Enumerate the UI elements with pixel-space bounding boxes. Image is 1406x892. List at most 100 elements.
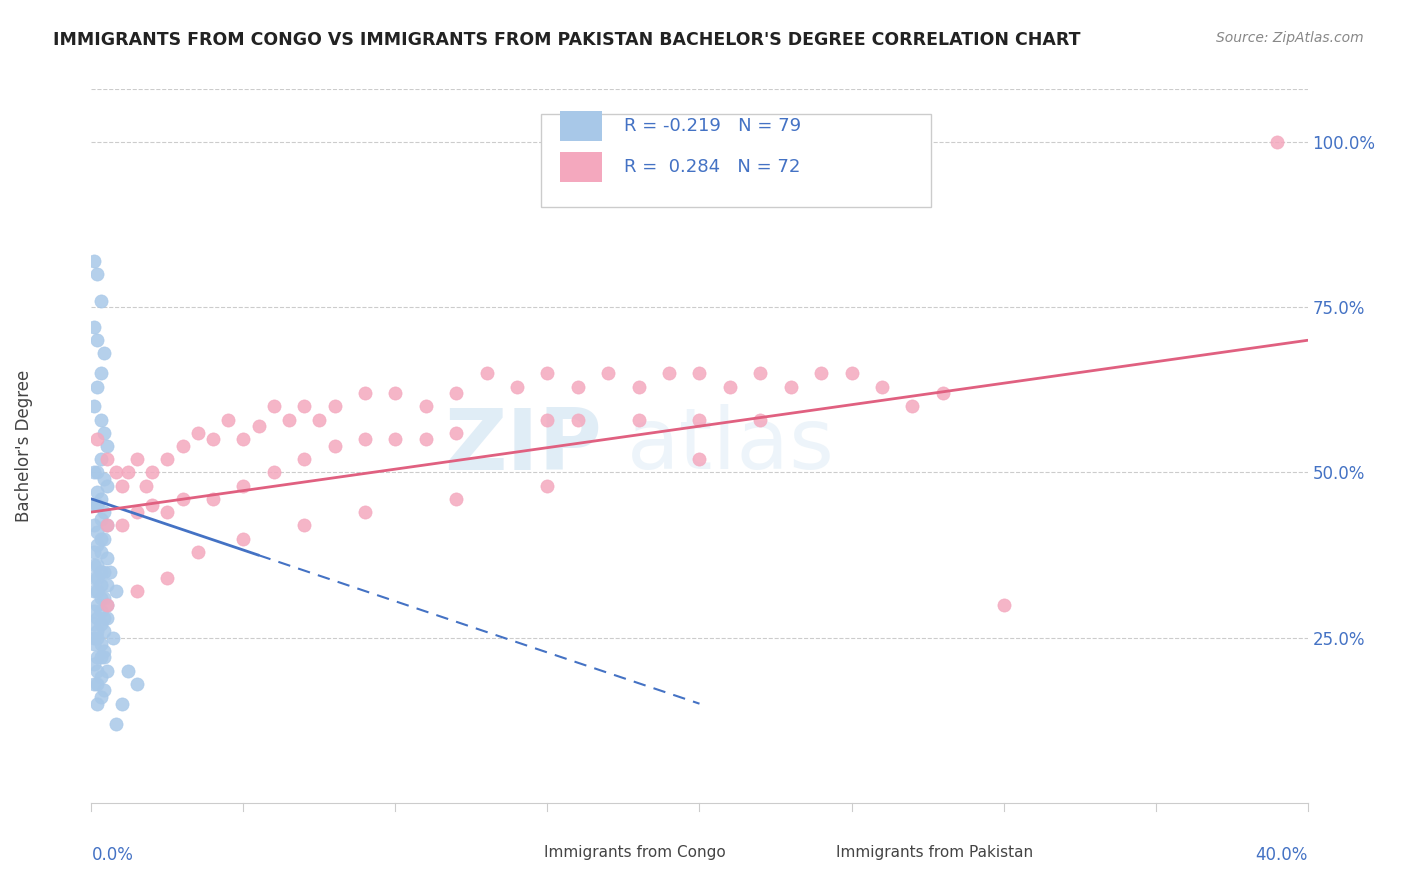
Point xyxy=(627,379,650,393)
Point xyxy=(156,571,179,585)
Point xyxy=(688,367,710,381)
Text: ZIP: ZIP xyxy=(444,404,602,488)
Point xyxy=(86,538,108,552)
Point xyxy=(96,611,118,625)
Point xyxy=(89,511,111,525)
Point xyxy=(111,518,134,533)
Point xyxy=(749,367,772,381)
Point xyxy=(658,367,681,381)
Point xyxy=(263,466,285,480)
Point xyxy=(187,545,209,559)
Point xyxy=(810,367,832,381)
Point xyxy=(125,584,148,599)
Point xyxy=(217,412,239,426)
Point xyxy=(567,412,589,426)
Point xyxy=(96,664,118,678)
Point xyxy=(384,433,406,447)
Bar xyxy=(492,842,529,863)
Point xyxy=(536,478,558,492)
Point xyxy=(111,478,134,492)
Point xyxy=(86,650,108,665)
Point xyxy=(93,505,115,519)
Point xyxy=(841,367,863,381)
Point xyxy=(83,604,105,618)
Point xyxy=(125,505,148,519)
Point xyxy=(86,558,108,572)
Point xyxy=(93,425,115,440)
Point xyxy=(86,631,108,645)
Point xyxy=(232,478,254,492)
Point xyxy=(83,558,105,572)
Text: Source: ZipAtlas.com: Source: ZipAtlas.com xyxy=(1216,31,1364,45)
Point xyxy=(86,499,108,513)
Point xyxy=(125,452,148,467)
Point xyxy=(202,433,225,447)
Point xyxy=(86,466,108,480)
Point xyxy=(384,386,406,401)
Point xyxy=(567,379,589,393)
Point xyxy=(354,505,377,519)
Point xyxy=(83,254,105,268)
Point xyxy=(292,518,315,533)
Point xyxy=(444,386,467,401)
Point xyxy=(86,697,108,711)
Point xyxy=(1265,135,1288,149)
Point xyxy=(89,367,111,381)
Point xyxy=(86,611,108,625)
Point xyxy=(93,532,115,546)
Point xyxy=(89,491,111,506)
Point xyxy=(627,412,650,426)
Point xyxy=(83,499,105,513)
Point xyxy=(101,631,124,645)
Point xyxy=(111,697,134,711)
Point xyxy=(475,367,498,381)
Text: Immigrants from Congo: Immigrants from Congo xyxy=(544,846,725,860)
Text: 0.0%: 0.0% xyxy=(91,846,134,863)
Point xyxy=(117,664,139,678)
Point xyxy=(83,545,105,559)
Point xyxy=(89,452,111,467)
Point xyxy=(89,578,111,592)
Point xyxy=(83,466,105,480)
Text: R = -0.219   N = 79: R = -0.219 N = 79 xyxy=(624,118,801,136)
Point xyxy=(415,400,437,414)
Point xyxy=(598,367,620,381)
Point xyxy=(93,624,115,638)
Point xyxy=(187,425,209,440)
Point xyxy=(141,466,163,480)
Point xyxy=(96,518,118,533)
Point xyxy=(86,571,108,585)
Point xyxy=(141,499,163,513)
Point xyxy=(506,379,529,393)
Point xyxy=(86,267,108,281)
Point xyxy=(83,657,105,671)
Point xyxy=(278,412,301,426)
Point xyxy=(232,532,254,546)
Point xyxy=(308,412,330,426)
Point xyxy=(870,379,893,393)
Point xyxy=(688,452,710,467)
Point xyxy=(93,565,115,579)
Point xyxy=(718,379,741,393)
Point xyxy=(156,505,179,519)
Text: atlas: atlas xyxy=(627,404,835,488)
Point xyxy=(83,637,105,651)
Point xyxy=(688,412,710,426)
Point xyxy=(83,584,105,599)
Point xyxy=(93,346,115,360)
Text: Immigrants from Pakistan: Immigrants from Pakistan xyxy=(835,846,1033,860)
Point xyxy=(89,591,111,605)
Point xyxy=(202,491,225,506)
Text: Bachelor's Degree: Bachelor's Degree xyxy=(15,370,34,522)
Point xyxy=(323,400,346,414)
Point xyxy=(125,677,148,691)
Point xyxy=(779,379,801,393)
Text: 40.0%: 40.0% xyxy=(1256,846,1308,863)
Point xyxy=(292,452,315,467)
Point xyxy=(83,400,105,414)
Point xyxy=(89,650,111,665)
Point xyxy=(93,683,115,698)
Point xyxy=(292,400,315,414)
Point xyxy=(96,551,118,566)
Point xyxy=(96,439,118,453)
